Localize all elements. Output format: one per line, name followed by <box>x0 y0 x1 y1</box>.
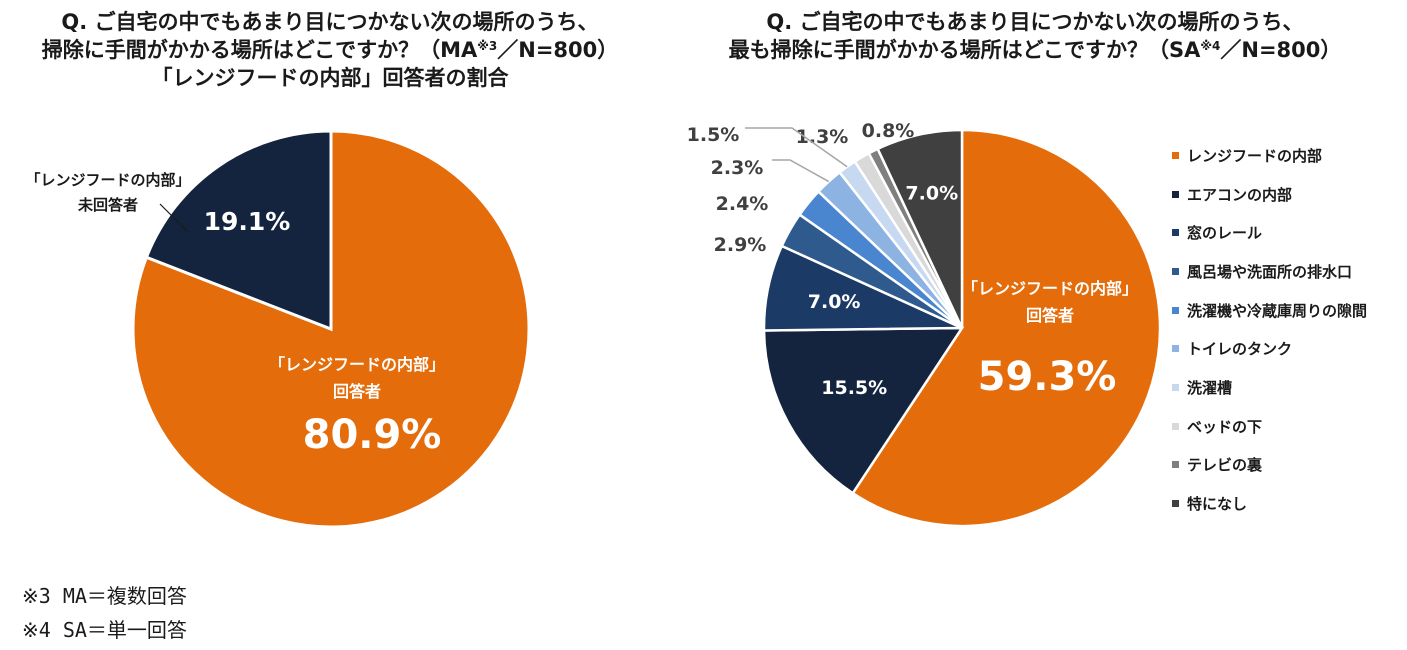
left-slice-respondents-name-line1: 「レンジフードの内部」 <box>269 355 445 374</box>
right-slice-0-name-line2: 回答者 <box>1026 306 1074 325</box>
legend-swatch-6 <box>1172 383 1179 391</box>
legend-label-7: ベッドの下 <box>1187 417 1263 436</box>
left-chart-title: Q. ご自宅の中でもあまり目につかない次の場所のうち、 掃除に手間がかかる場所は… <box>0 8 660 92</box>
left-slice-non-respondents-name-line2: 未回答者 <box>77 196 138 214</box>
legend-swatch-1 <box>1172 190 1179 198</box>
footnote-ma: ※3 MA＝複数回答 <box>22 584 187 608</box>
right-title-line1: Q. ご自宅の中でもあまり目につかない次の場所のうち、 <box>766 10 1304 34</box>
left-title-line2-text: 掃除に手間がかかる場所はどこですか？（MA <box>41 38 478 62</box>
legend-swatch-5 <box>1172 345 1179 353</box>
left-title-line1: Q. ご自宅の中でもあまり目につかない次の場所のうち、 <box>61 10 599 34</box>
right-slice-2-value: 7.0% <box>808 291 861 313</box>
legend-label-2: 窓のレール <box>1187 224 1263 243</box>
right-pie-slice-1 <box>762 326 965 495</box>
legend-swatch-8 <box>1172 461 1179 469</box>
right-slice-5-leader-line <box>772 159 830 183</box>
left-title-line2: 掃除に手間がかかる場所はどこですか？（MA※3／N=800） <box>0 36 660 64</box>
footnote-sa: ※4 SA＝単一回答 <box>22 618 187 642</box>
right-slice-0-name-line1: 「レンジフードの内部」 <box>962 279 1138 298</box>
right-chart-title: Q. ご自宅の中でもあまり目につかない次の場所のうち、 最も掃除に手間がかかる場… <box>690 8 1380 64</box>
legend-swatch-0 <box>1172 151 1179 159</box>
right-slice-4-value: 2.4% <box>716 193 769 215</box>
left-slice-non-respondents-value: 19.1% <box>204 207 291 236</box>
legend-item-3: 風呂場や洗面所の排水口 <box>1172 252 1367 291</box>
right-slice-1-value: 15.5% <box>821 377 887 399</box>
right-pie-chart: 「レンジフードの内部」回答者 59.3% 15.5% 7.0% 7.0% 2.9% 2.4%… <box>687 120 1162 528</box>
legend-item-9: 特になし <box>1172 484 1367 523</box>
right-slice-3-value: 2.9% <box>714 234 767 256</box>
right-title-footnote-mark: ※4 <box>1200 39 1221 53</box>
legend-item-0: レンジフードの内部 <box>1172 136 1367 175</box>
right-slice-5-value: 2.3% <box>711 157 764 179</box>
right-slice-8-value: 0.8% <box>862 120 915 142</box>
legend-item-8: テレビの裏 <box>1172 446 1367 485</box>
left-title-footnote-mark: ※3 <box>477 39 498 53</box>
left-title-line2-sample: ／N=800） <box>497 38 619 62</box>
right-pie-slice-0 <box>851 128 1162 528</box>
legend-label-3: 風呂場や洗面所の排水口 <box>1187 262 1353 281</box>
right-title-line2: 最も掃除に手間がかかる場所はどこですか？（SA※4／N=800） <box>690 36 1380 64</box>
right-pie-slice-9 <box>876 128 964 329</box>
legend-swatch-7 <box>1172 422 1179 430</box>
legend-item-4: 洗濯機や冷蔵庫周りの隙間 <box>1172 291 1367 330</box>
legend-label-6: 洗濯槽 <box>1187 378 1233 397</box>
legend-label-0: レンジフードの内部 <box>1187 146 1323 165</box>
right-slice-0-value: 59.3% <box>978 354 1117 400</box>
legend-swatch-2 <box>1172 229 1179 237</box>
legend-label-9: 特になし <box>1187 495 1248 514</box>
legend-item-6: 洗濯槽 <box>1172 368 1367 407</box>
legend-item-1: エアコンの内部 <box>1172 175 1367 214</box>
right-chart-legend: レンジフードの内部 エアコンの内部 窓のレール風呂場や洗面所の排水口 洗濯機や冷蔵庫周… <box>1172 136 1367 523</box>
left-slice-respondents-value: 80.9% <box>303 412 442 458</box>
legend-item-2: 窓のレール <box>1172 213 1367 252</box>
right-slice-6-value: 1.5% <box>687 124 740 146</box>
legend-swatch-9 <box>1172 500 1179 508</box>
legend-label-8: テレビの裏 <box>1187 456 1263 475</box>
legend-swatch-3 <box>1172 267 1179 275</box>
legend-label-5: トイレのタンク <box>1187 340 1293 359</box>
legend-item-7: ベッドの下 <box>1172 407 1367 446</box>
legend-label-1: エアコンの内部 <box>1187 185 1293 204</box>
left-callout-leader-line <box>159 203 189 233</box>
left-slice-non-respondents-name-line1: 「レンジフードの内部」 <box>25 171 190 189</box>
legend-swatch-4 <box>1172 306 1179 314</box>
left-title-line3: 「レンジフードの内部」回答者の割合 <box>151 66 509 90</box>
left-pie-slice-non-respondents <box>144 129 333 332</box>
left-slice-respondents-name-line2: 回答者 <box>333 382 381 401</box>
right-slice-7-value: 1.3% <box>796 126 849 148</box>
right-title-line2-sample: ／N=800） <box>1220 38 1342 62</box>
legend-item-5: トイレのタンク <box>1172 329 1367 368</box>
right-slice-6-leader-line <box>745 127 848 168</box>
right-title-line2-text: 最も掃除に手間がかかる場所はどこですか？（SA <box>728 38 1201 62</box>
right-slice-9-value: 7.0% <box>905 183 958 205</box>
legend-label-4: 洗濯機や冷蔵庫周りの隙間 <box>1187 301 1368 320</box>
